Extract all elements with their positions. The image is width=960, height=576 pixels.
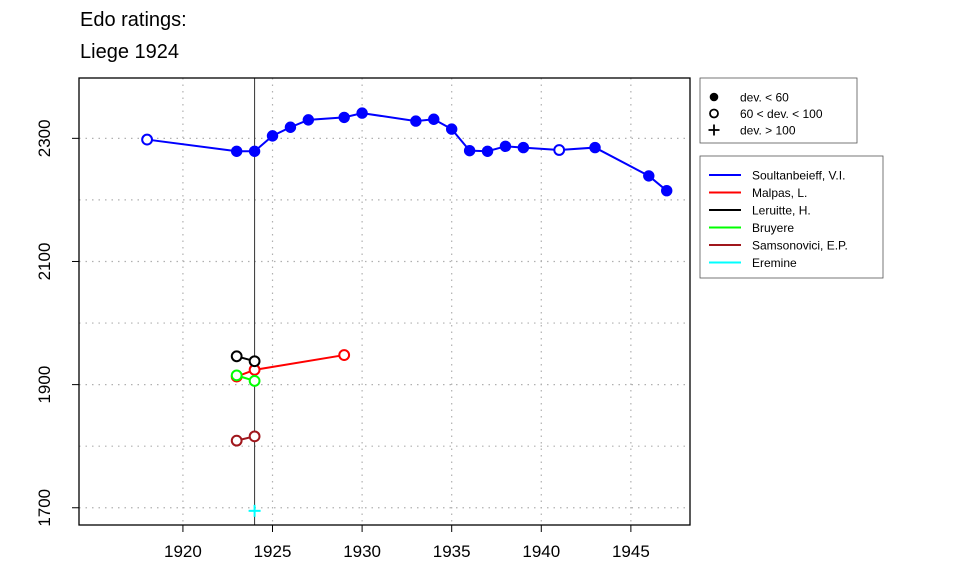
player-legend-label: Soultanbeieff, V.I. (752, 169, 845, 183)
x-tick-label: 1920 (164, 542, 202, 561)
plot-frame (78, 77, 691, 526)
data-point (302, 114, 315, 126)
data-point (338, 349, 351, 361)
deviation-legend-box (699, 77, 858, 144)
data-point (553, 144, 566, 156)
player-legend: Soultanbeieff, V.I. Malpas, L. Leruitte, H… (699, 155, 884, 279)
player-legend-item: Malpas, L. (709, 186, 807, 200)
data-point (463, 144, 476, 157)
y-tick-label: 2300 (35, 119, 54, 157)
axes: 1920 1925 1930 1935 1940 1945 1700 1900 2100 2300 (35, 119, 650, 561)
chart-title: Edo ratings: (80, 9, 187, 31)
deviation-legend: dev. < 60 60 < dev. < 100 dev. > 100 (699, 77, 858, 144)
deviation-legend-label: dev. > 100 (740, 124, 796, 138)
player-legend-label: Bruyere (752, 221, 794, 235)
data-point (517, 141, 530, 154)
y-tick-label: 1700 (35, 489, 54, 527)
x-tick-label: 1940 (522, 542, 560, 561)
chart-subtitle: Liege 1924 (80, 41, 179, 63)
data-point (230, 350, 243, 363)
player-legend-label: Eremine (752, 256, 797, 270)
player-legend-item: Leruitte, H. (709, 204, 811, 218)
deviation-legend-label: dev. < 60 (740, 91, 789, 105)
player-legend-item: Samsonovici, E.P. (709, 239, 848, 253)
player-legend-item: Soultanbeieff, V.I. (709, 169, 845, 183)
series-line (146, 112, 668, 192)
data-point (230, 369, 243, 382)
data-point (481, 145, 494, 157)
data-point (230, 145, 243, 157)
data-point (338, 111, 350, 124)
grid (79, 78, 690, 525)
player-legend-label: Malpas, L. (752, 186, 807, 200)
player-legend-box (699, 155, 884, 279)
data-point (248, 145, 261, 157)
data-point (141, 133, 153, 146)
data-point (284, 121, 297, 133)
plus-icon (708, 124, 720, 136)
player-legend-item: Bruyere (709, 221, 794, 235)
data-point (266, 130, 279, 142)
data-point (248, 430, 261, 443)
deviation-legend-item: 60 < dev. < 100 (709, 107, 823, 121)
player-legend-label: Leruitte, H. (752, 204, 811, 218)
data-point (499, 140, 512, 153)
series-layer (141, 107, 673, 517)
data-point (248, 355, 261, 368)
x-tick-label: 1925 (254, 542, 292, 561)
x-tick-label: 1935 (433, 542, 471, 561)
player-legend-item: Eremine (709, 256, 797, 270)
player-legend-label: Samsonovici, E.P. (752, 239, 848, 253)
data-point (248, 504, 261, 517)
x-tick-label: 1930 (343, 542, 381, 561)
deviation-legend-item: dev. > 100 (708, 124, 796, 138)
data-point (248, 375, 261, 387)
data-point (428, 113, 440, 125)
x-tick-label: 1945 (612, 542, 650, 561)
filled-circle-icon (709, 92, 719, 102)
data-point (589, 141, 601, 154)
data-point (661, 184, 673, 197)
open-circle-icon (709, 108, 719, 119)
data-point (410, 115, 422, 127)
data-point (230, 434, 243, 447)
data-point (445, 123, 458, 135)
y-tick-label: 1900 (35, 366, 54, 404)
data-point (356, 107, 368, 119)
data-point (643, 170, 655, 182)
deviation-legend-item: dev. < 60 (709, 91, 789, 105)
y-tick-label: 2100 (35, 243, 54, 281)
deviation-legend-label: 60 < dev. < 100 (740, 107, 823, 121)
